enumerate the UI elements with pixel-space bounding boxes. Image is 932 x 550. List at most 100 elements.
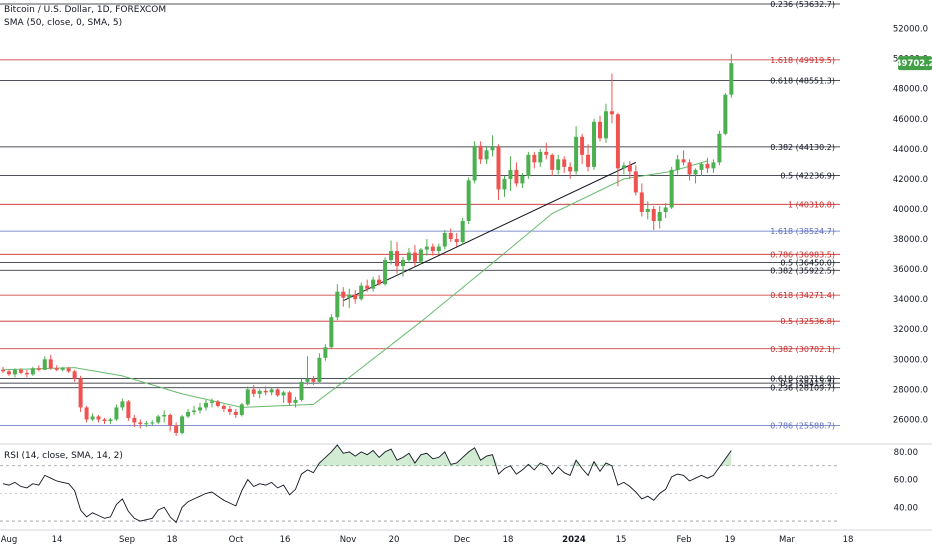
candle-81 (484, 145, 489, 164)
candle-body (269, 389, 274, 393)
candle-body (639, 192, 644, 212)
candle-body (233, 411, 238, 415)
candle-body (299, 381, 304, 400)
candle-body (723, 94, 728, 134)
candle-10 (60, 366, 65, 372)
last-price-badge: 49702.2 (896, 56, 932, 71)
candle-body (96, 416, 101, 420)
candle-body (186, 411, 191, 417)
time-tick-7: 20 (389, 535, 400, 545)
price-axis: 26000.0 28000.0 30000.0 32000.0 34000.0 36000… (893, 25, 928, 426)
candle-body (550, 154, 555, 170)
candle-63 (377, 275, 382, 286)
candle-94 (562, 156, 567, 173)
candle-body (24, 372, 29, 375)
candle-59 (353, 290, 358, 304)
candle-body (395, 251, 400, 267)
time-axis: Aug 14 Sep 18 Oct 16 Nov 20 Dec 18 2024 15 Feb 19 Mar 1… (0, 529, 932, 545)
candle-body (317, 357, 322, 382)
candle-88 (526, 151, 531, 179)
candle-34 (203, 399, 208, 411)
sma-layer (2, 160, 708, 408)
candle-98 (586, 144, 591, 172)
candle-104 (621, 162, 626, 175)
price-tick-7: 40000.0 (893, 205, 928, 215)
candle-body (180, 416, 185, 433)
price-tick-13: 52000.0 (893, 25, 928, 35)
candle-112 (669, 166, 674, 209)
time-tick-13: 19 (725, 535, 736, 545)
candle-body (544, 151, 549, 155)
candle-body (84, 407, 89, 420)
fib-label-3: 0.382 (44130.2) (770, 143, 835, 152)
candle-50 (299, 378, 304, 402)
candle-body (30, 368, 35, 375)
candle-25 (150, 420, 155, 426)
candle-64 (383, 257, 388, 286)
candle-body (144, 423, 149, 425)
candle-body (377, 279, 382, 285)
price-tick-8: 42000.0 (893, 175, 928, 185)
candle-body (675, 159, 680, 170)
candle-38 (227, 405, 232, 415)
candle-body (430, 246, 435, 252)
candle-93 (556, 154, 561, 175)
chart-title: Bitcoin / U.S. Dollar, 1D, FOREXCOM (4, 5, 167, 15)
candle-body (406, 252, 411, 261)
time-tick-15: 18 (843, 535, 854, 545)
candle-body (1, 369, 5, 372)
candle-35 (209, 398, 214, 408)
candle-119 (711, 159, 716, 173)
candle-body (66, 368, 71, 372)
candle-43 (257, 389, 262, 399)
candle-36 (215, 399, 220, 408)
candle-116 (693, 168, 698, 184)
candle-body (359, 285, 364, 300)
candle-106 (633, 165, 638, 196)
trendline (343, 161, 637, 302)
candle-30 (180, 414, 185, 435)
candle-body (168, 414, 173, 426)
candle-body (18, 369, 23, 373)
candle-body (532, 154, 537, 163)
candle-8 (48, 354, 53, 370)
candle-95 (568, 162, 573, 179)
candle-103 (615, 112, 620, 187)
rsi-pane: 80.00 60.00 40.00 (0, 443, 932, 524)
candle-1 (6, 369, 11, 376)
price-tick-9: 44000.0 (893, 145, 928, 155)
time-tick-11: 15 (616, 535, 627, 545)
candle-100 (598, 115, 602, 142)
time-tick-10: 2024 (562, 535, 586, 545)
time-tick-1: 14 (52, 535, 63, 545)
candle-46 (275, 387, 280, 397)
rsi-tick-1: 60.00 (894, 476, 918, 486)
candle-body (335, 291, 340, 318)
rsi-tick-0: 80.00 (894, 448, 918, 458)
candle-15 (90, 413, 95, 421)
price-tick-0: 26000.0 (893, 415, 928, 425)
sma-line (2, 160, 708, 408)
candle-body (442, 233, 447, 247)
candle-28 (168, 413, 173, 432)
candle-body (371, 279, 376, 289)
time-tick-3: 18 (167, 535, 178, 545)
candle-body (711, 162, 716, 169)
candle-78 (466, 177, 471, 225)
time-tick-9: 18 (503, 535, 514, 545)
candle-97 (580, 133, 585, 164)
candle-45 (269, 387, 274, 396)
candle-body (120, 401, 125, 408)
candle-body (162, 414, 167, 417)
candle-9 (54, 365, 59, 372)
candle-body (603, 111, 608, 139)
candle-47 (281, 390, 286, 403)
candle-2 (12, 368, 17, 378)
candle-0 (1, 366, 5, 373)
candle-body (383, 260, 388, 285)
candle-body (114, 407, 119, 420)
candle-70 (418, 248, 423, 265)
candle-85 (508, 156, 513, 191)
candle-51 (305, 356, 310, 385)
